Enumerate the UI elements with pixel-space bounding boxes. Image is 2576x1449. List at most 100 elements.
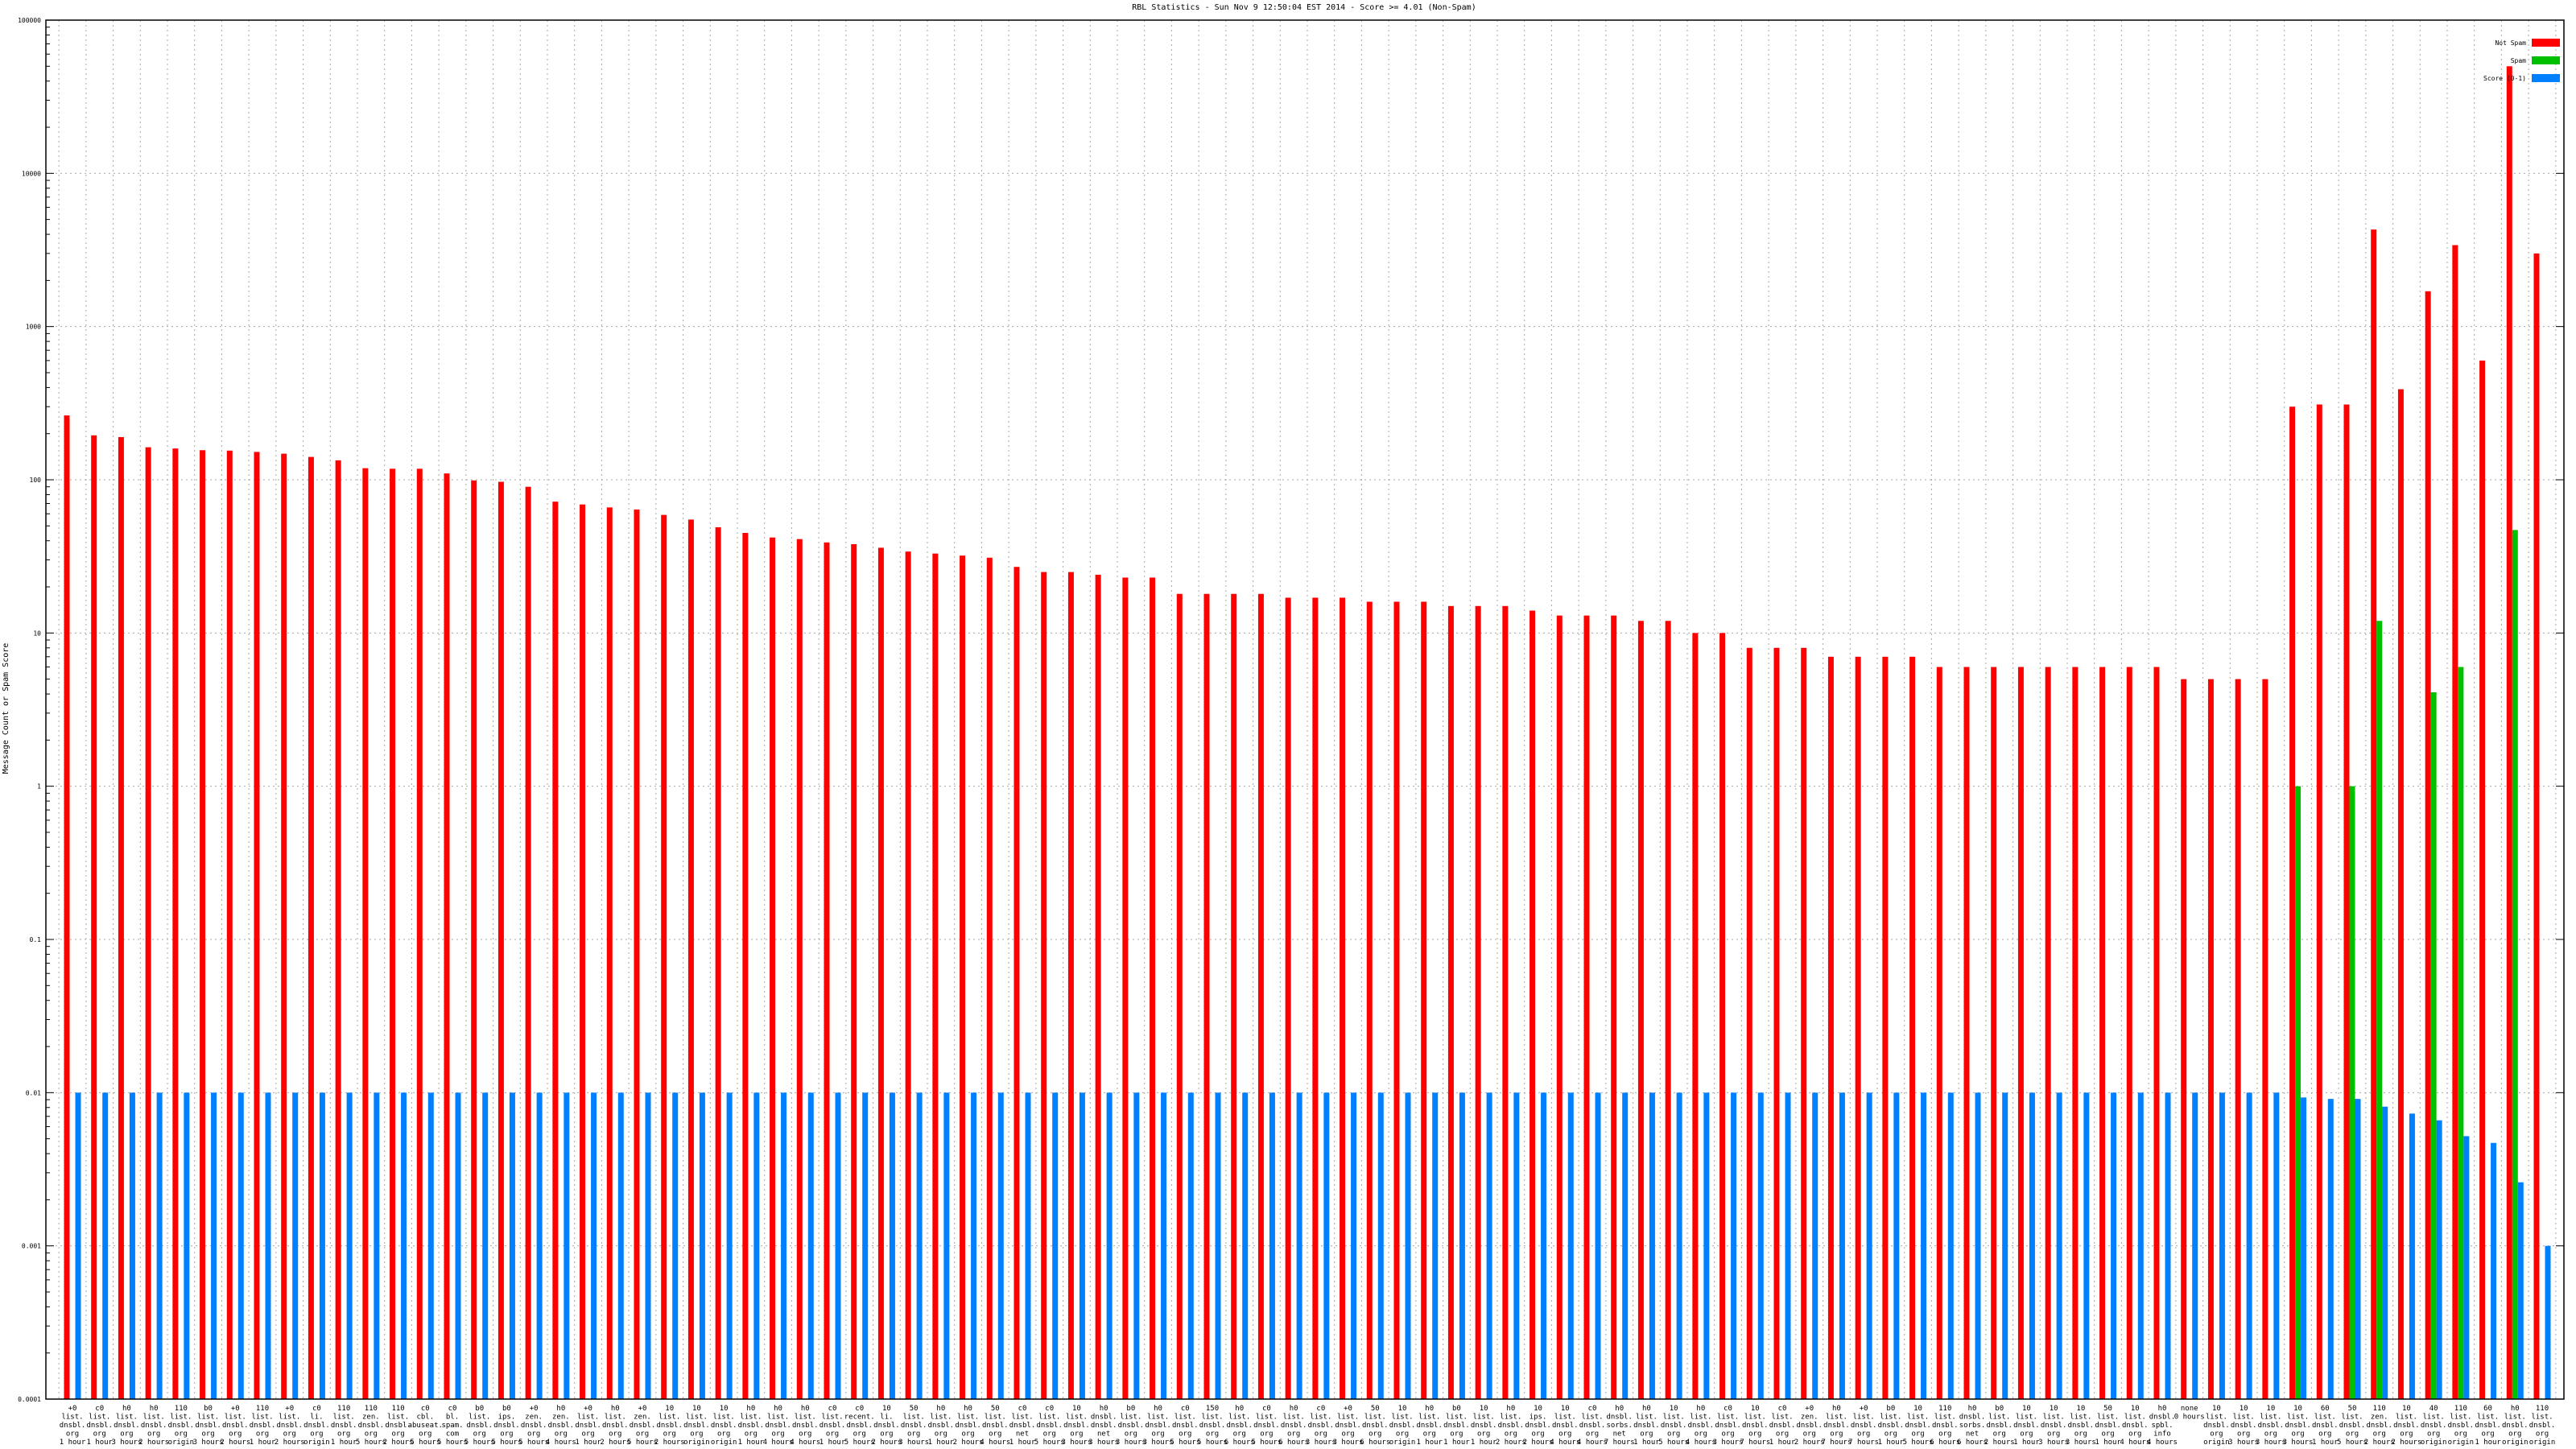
x-tick-label: list. (2504, 1414, 2526, 1422)
x-tick-label: 50 (991, 1405, 1000, 1413)
bar (1502, 605, 1509, 1399)
x-tick-label: dnsbl. (1443, 1422, 1470, 1430)
x-tick-label: 3 hours (1333, 1439, 1364, 1447)
x-tick-label: list. (1228, 1414, 1250, 1422)
bar (129, 1092, 135, 1399)
x-tick-label: org (799, 1430, 811, 1439)
x-tick-label: org (663, 1430, 676, 1439)
x-tick-label: dnsbl. (1281, 1422, 1307, 1430)
bar (1366, 601, 1373, 1399)
bar (2355, 1099, 2361, 1399)
x-tick-label: list. (197, 1414, 219, 1422)
x-tick-label: dnsbl. (250, 1422, 276, 1430)
bar (645, 1092, 651, 1399)
x-tick-label: origin (168, 1439, 195, 1447)
y-tick-label: 0.001 (22, 1243, 41, 1250)
x-tick-label: org (636, 1430, 649, 1439)
x-tick-label: list. (1744, 1414, 1766, 1422)
x-tick-label: org (2047, 1430, 2060, 1439)
x-tick-label: origin (303, 1439, 330, 1447)
bar (2126, 667, 2132, 1399)
x-tick-label: org (907, 1430, 920, 1439)
x-tick-label: list. (61, 1414, 83, 1422)
bar (2165, 1092, 2171, 1399)
x-tick-label: org (283, 1430, 296, 1439)
x-tick-label: 2 hours (1523, 1439, 1554, 1447)
bar (781, 1092, 787, 1399)
x-tick-label: dnsbl. (630, 1422, 656, 1430)
x-tick-label: dnsbl. (1715, 1422, 1741, 1430)
bar (2289, 407, 2296, 1399)
bar (2425, 291, 2431, 1399)
x-tick-label: org (1695, 1430, 1707, 1439)
x-tick-label: 5 hours (627, 1439, 658, 1447)
x-tick-label: org (500, 1430, 513, 1439)
x-tick-label: ips. (1530, 1414, 1547, 1422)
y-tick-label: 0.01 (26, 1089, 41, 1096)
x-tick-label: 1 hour (1443, 1439, 1470, 1447)
x-tick-label: 1 hour (250, 1439, 276, 1447)
y-tick-label: 1000 (26, 324, 41, 331)
x-tick-label: org (581, 1430, 594, 1439)
bar (1719, 633, 1726, 1399)
x-tick-label: 6 hours (1278, 1439, 1309, 1447)
x-tick-label: dnsbl. (303, 1422, 330, 1430)
bar (1827, 656, 1834, 1399)
bar (2017, 667, 2024, 1399)
x-tick-label: h0 (746, 1405, 755, 1413)
x-tick-label: list. (251, 1414, 273, 1422)
x-tick-label: org (745, 1430, 758, 1439)
x-tick-label: dnsbl. (2339, 1422, 2366, 1430)
bar (1405, 1092, 1411, 1399)
x-tick-label: org (2264, 1430, 2277, 1439)
x-tick-label: 110 (365, 1405, 378, 1413)
x-tick-label: +0 (285, 1405, 294, 1413)
bar (362, 468, 369, 1400)
x-tick-label: list. (2450, 1414, 2471, 1422)
x-tick-label: list. (795, 1414, 816, 1422)
bar (699, 1092, 705, 1399)
x-tick-label: 2 hours (2391, 1439, 2421, 1447)
bar (509, 1092, 515, 1399)
x-tick-label: dnsbl. (2149, 1414, 2176, 1422)
x-tick-label: zen. (634, 1414, 651, 1422)
x-tick-label: list. (170, 1414, 192, 1422)
x-tick-label: list. (2043, 1414, 2065, 1422)
x-tick-label: 3 hours (111, 1439, 142, 1447)
x-tick-label: org (1857, 1430, 1870, 1439)
x-tick-label: list. (2531, 1414, 2553, 1422)
x-tick-label: sorbs. (1606, 1422, 1633, 1430)
bar (1122, 577, 1129, 1399)
legend-swatch (2532, 56, 2560, 64)
bar (2533, 253, 2540, 1399)
x-tick-label: list. (1853, 1414, 1875, 1422)
bar (1079, 1092, 1085, 1399)
bar (1351, 1092, 1357, 1399)
x-tick-label: 2 hours (654, 1439, 685, 1447)
x-tick-label: org (175, 1430, 188, 1439)
x-tick-label: list. (2287, 1414, 2309, 1422)
bar (715, 526, 721, 1399)
bar (1746, 647, 1752, 1399)
x-tick-label: 10 (1913, 1405, 1922, 1413)
bar (471, 480, 477, 1399)
bar (1041, 572, 1047, 1400)
x-tick-label: org (419, 1430, 431, 1439)
x-tick-label: 3 hours (1143, 1439, 1174, 1447)
x-tick-label: h0 (936, 1405, 945, 1413)
bar (1882, 656, 1889, 1399)
x-tick-label: c0 (312, 1405, 321, 1413)
x-tick-label: org (1885, 1430, 1897, 1439)
x-tick-label: 5 hours (356, 1439, 386, 1447)
bar (1583, 615, 1590, 1399)
x-tick-label: h0 (611, 1405, 620, 1413)
bar (2002, 1092, 2008, 1399)
legend-label: Spam (2511, 57, 2526, 64)
bar (753, 1092, 760, 1399)
x-tick-label: org (1260, 1430, 1273, 1439)
x-tick-label: 1 hour (819, 1439, 846, 1447)
bar (346, 1092, 353, 1399)
x-tick-label: zen. (2371, 1414, 2388, 1422)
bar (75, 1092, 81, 1399)
x-tick-label: dnsbl. (1932, 1422, 1959, 1430)
